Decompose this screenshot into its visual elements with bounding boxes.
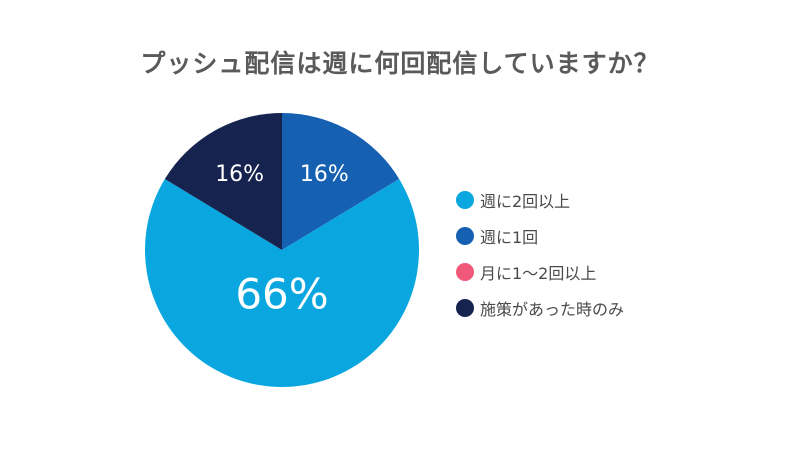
pie-slice-twice-weekly (145, 178, 420, 387)
data-label-campaign-only: 16% (215, 162, 264, 187)
legend-item-twice-weekly: 週に2回以上 (456, 188, 624, 212)
pie-slice-campaign-only (164, 113, 282, 250)
legend: 週に2回以上 週に1回 月に1～2回以上 施策があった時のみ (456, 188, 624, 332)
legend-label-monthly: 月に1～2回以上 (480, 264, 597, 283)
legend-label-twice-weekly: 週に2回以上 (480, 192, 571, 211)
legend-label-once-weekly: 週に1回 (480, 228, 539, 247)
legend-item-campaign-only: 施策があった時のみ (456, 296, 624, 320)
legend-item-monthly: 月に1～2回以上 (456, 260, 624, 284)
legend-label-campaign-only: 施策があった時のみ (480, 300, 625, 319)
legend-swatch-once-weekly (456, 227, 474, 245)
legend-item-once-weekly: 週に1回 (456, 224, 624, 248)
data-label-once-weekly: 16% (300, 162, 349, 187)
legend-swatch-twice-weekly (456, 191, 474, 209)
legend-swatch-monthly (456, 263, 474, 281)
chart-title: プッシュ配信は週に何回配信していますか？ (140, 49, 660, 78)
pie-slice-once-weekly (282, 113, 400, 250)
data-label-twice-weekly: 66% (235, 270, 328, 319)
legend-swatch-campaign-only (456, 299, 474, 317)
